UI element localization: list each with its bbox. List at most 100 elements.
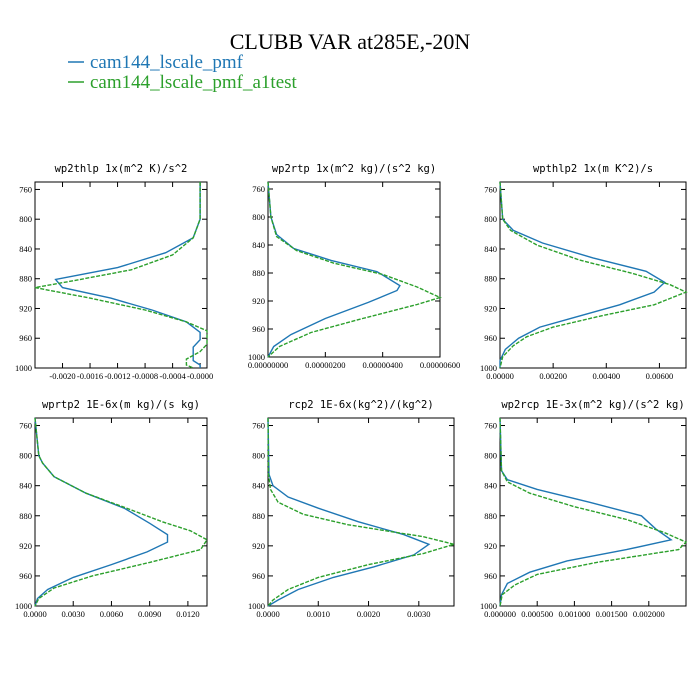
y-tick-label: 800 (484, 214, 497, 224)
legend: cam144_lscale_pmf cam144_lscale_pmf_a1te… (68, 52, 298, 93)
y-tick-label: 920 (484, 303, 497, 313)
x-tick-label: 0.0030 (407, 609, 430, 619)
x-tick-label: 0.002000 (633, 609, 665, 619)
panel-3: wpthlp2 1x(m K^2)/s 760 800 840 880 920 960 100… (480, 163, 688, 381)
x-tick-label: 0.00400 (592, 371, 620, 381)
y-tick-label: 840 (252, 481, 265, 491)
plot-frame (34, 181, 208, 369)
series-line-1 (499, 181, 666, 368)
series-line-1 (34, 417, 169, 607)
x-tick-label: 0.0120 (176, 609, 199, 619)
y-tick-label: 760 (252, 184, 265, 194)
y-tick-label: 760 (484, 184, 497, 194)
plot-frame (267, 181, 441, 358)
panel-2: wp2rtp 1x(m^2 kg)/(s^2 kg) 760 800 840 880 92… (248, 163, 460, 370)
x-tick-label: 0.0000 (256, 609, 279, 619)
x-tick-label: 0.00000400 (362, 360, 402, 370)
y-tick-label: 920 (252, 296, 265, 306)
series-line-2 (267, 417, 457, 607)
y-tick-label: 800 (484, 451, 497, 461)
series-line-2 (34, 182, 208, 369)
x-tick-label: 0.0030 (62, 609, 85, 619)
x-tick-label: -0.0016 (77, 371, 103, 381)
x-tick-label: -0.0008 (132, 371, 158, 381)
panel-title: wp2rcp 1E-3x(m^2 kg)/(s^2 kg) (501, 399, 684, 411)
x-tick-label: 0.00000200 (305, 360, 345, 370)
series-line-1 (267, 181, 401, 358)
x-tick-label: 0.0090 (138, 609, 161, 619)
y-tick-label: 880 (19, 511, 32, 521)
y-tick-label: 920 (484, 541, 497, 551)
y-tick-label: 1000 (15, 601, 32, 611)
y-tick-label: 960 (19, 571, 32, 581)
series-line-2 (499, 417, 688, 607)
y-tick-label: 920 (252, 541, 265, 551)
series-line-2 (34, 417, 209, 607)
y-tick-label: 800 (19, 451, 32, 461)
series-line-2 (499, 181, 688, 369)
x-tick-label: 0.001500 (596, 609, 628, 619)
x-tick-label: 0.000500 (521, 609, 553, 619)
y-tick-label: 760 (19, 421, 32, 431)
series-line-1 (54, 182, 201, 368)
y-tick-label: 760 (484, 421, 497, 431)
panel-title: wpthlp2 1x(m K^2)/s (533, 163, 653, 175)
figure-title: CLUBB VAR at285E,-20N (230, 29, 471, 54)
x-tick-label: -0.0000 (187, 371, 213, 381)
y-tick-label: 760 (252, 421, 265, 431)
panel-4: wprtp2 1E-6x(m kg)/(s kg) 760 800 840 880 920… (15, 399, 209, 619)
x-tick-label: 0.0020 (357, 609, 380, 619)
x-tick-label: -0.0020 (49, 371, 75, 381)
y-tick-label: 960 (484, 333, 497, 343)
y-tick-label: 1000 (248, 352, 265, 362)
y-tick-label: 880 (19, 274, 32, 284)
y-tick-label: 880 (484, 274, 497, 284)
y-tick-label: 840 (484, 244, 497, 254)
y-tick-label: 960 (252, 571, 265, 581)
plot-frame (499, 417, 687, 607)
y-tick-label: 840 (19, 481, 32, 491)
y-tick-label: 920 (19, 303, 32, 313)
y-tick-label: 1000 (15, 363, 32, 373)
panel-title: wprtp2 1E-6x(m kg)/(s kg) (42, 399, 200, 411)
x-tick-label: -0.0004 (159, 371, 186, 381)
y-tick-label: 800 (252, 212, 265, 222)
panel-1: wp2thlp 1x(m^2 K)/s^2 760 800 840 880 920 960 1… (15, 163, 213, 381)
y-tick-label: 1000 (480, 601, 497, 611)
series-line-2 (267, 181, 442, 358)
x-tick-label: 0.0060 (100, 609, 123, 619)
y-tick-label: 1000 (248, 601, 265, 611)
y-tick-label: 920 (19, 541, 32, 551)
x-tick-label: 0.00000000 (248, 360, 288, 370)
panel-6: wp2rcp 1E-3x(m^2 kg)/(s^2 kg) 760 800 840 88… (480, 399, 688, 619)
y-tick-label: 960 (484, 571, 497, 581)
plot-frame (34, 417, 208, 607)
y-tick-label: 800 (19, 214, 32, 224)
x-tick-label: 0.000000 (484, 609, 516, 619)
y-tick-label: 800 (252, 451, 265, 461)
plot-frame (267, 417, 455, 607)
panel-title: wp2rtp 1x(m^2 kg)/(s^2 kg) (272, 163, 436, 175)
panel-title: rcp2 1E-6x(kg^2)/(kg^2) (288, 399, 433, 411)
x-tick-label: 0.0010 (307, 609, 330, 619)
y-tick-label: 880 (484, 511, 497, 521)
plot-frame (499, 181, 687, 369)
y-tick-label: 880 (252, 511, 265, 521)
legend-label-2: cam144_lscale_pmf_a1test (90, 72, 298, 93)
x-tick-label: 0.00200 (539, 371, 567, 381)
panel-5: rcp2 1E-6x(kg^2)/(kg^2) 760 800 840 880 920 96… (248, 399, 457, 619)
y-tick-label: 840 (484, 481, 497, 491)
panel-grid: wp2thlp 1x(m^2 K)/s^2 760 800 840 880 920 960 1… (15, 163, 688, 619)
x-tick-label: 0.00000 (486, 371, 514, 381)
y-tick-label: 1000 (480, 363, 497, 373)
x-tick-label: 0.00000600 (420, 360, 460, 370)
x-tick-label: 0.0000 (23, 609, 46, 619)
x-tick-label: -0.0012 (104, 371, 130, 381)
series-line-1 (267, 417, 431, 607)
x-tick-label: 0.00600 (646, 371, 674, 381)
y-tick-label: 760 (19, 184, 32, 194)
y-tick-label: 960 (252, 324, 265, 334)
series-line-1 (499, 417, 673, 607)
legend-label-1: cam144_lscale_pmf (90, 52, 244, 73)
x-tick-label: 0.001000 (558, 609, 590, 619)
